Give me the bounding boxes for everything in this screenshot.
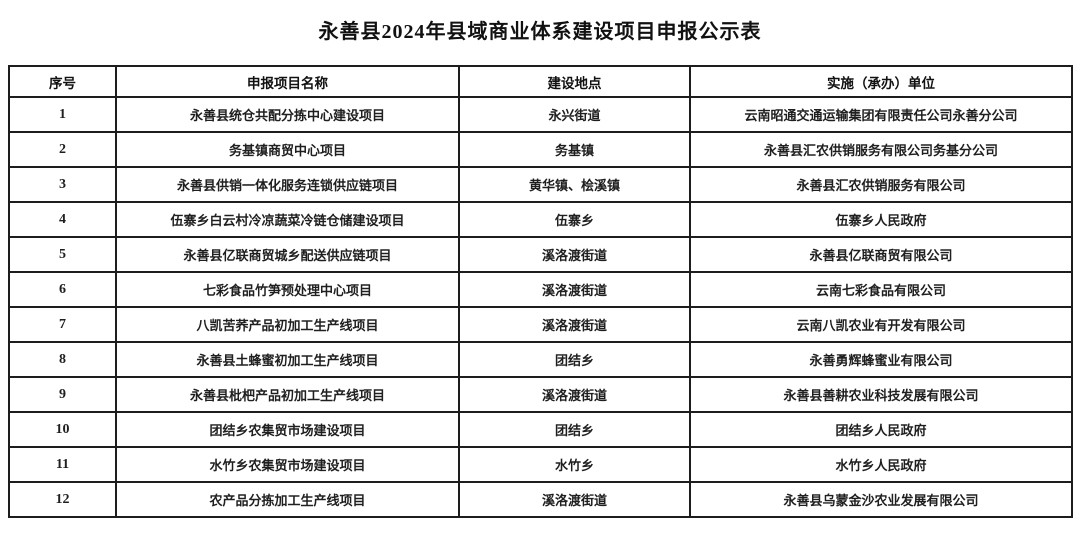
- table-row: 7 八凯苦荞产品初加工生产线项目 溪洛渡街道 云南八凯农业有开发有限公司: [8, 306, 1073, 343]
- cell-location: 伍寨乡: [458, 201, 691, 238]
- cell-location: 永兴街道: [458, 96, 691, 133]
- table-row: 1 永善县统仓共配分拣中心建设项目 永兴街道 云南昭通交通运输集团有限责任公司永善分公…: [8, 96, 1073, 133]
- cell-no: 7: [8, 306, 117, 343]
- header-cell-project: 申报项目名称: [115, 65, 460, 98]
- cell-no: 10: [8, 411, 117, 448]
- table-row: 10 团结乡农集贸市场建设项目 团结乡 团结乡人民政府: [8, 411, 1073, 448]
- cell-no: 8: [8, 341, 117, 378]
- cell-project: 永善县统仓共配分拣中心建设项目: [115, 96, 460, 133]
- header-cell-no: 序号: [8, 65, 117, 98]
- cell-unit: 团结乡人民政府: [689, 411, 1073, 448]
- cell-unit: 水竹乡人民政府: [689, 446, 1073, 483]
- cell-no: 2: [8, 131, 117, 168]
- table-row: 11 水竹乡农集贸市场建设项目 水竹乡 水竹乡人民政府: [8, 446, 1073, 483]
- header-cell-location: 建设地点: [458, 65, 691, 98]
- table-row: 6 七彩食品竹笋预处理中心项目 溪洛渡街道 云南七彩食品有限公司: [8, 271, 1073, 308]
- cell-unit: 永善县乌蒙金沙农业发展有限公司: [689, 481, 1073, 518]
- cell-unit: 云南七彩食品有限公司: [689, 271, 1073, 308]
- cell-location: 溪洛渡街道: [458, 376, 691, 413]
- cell-no: 5: [8, 236, 117, 273]
- table-row: 2 务基镇商贸中心项目 务基镇 永善县汇农供销服务有限公司务基分公司: [8, 131, 1073, 168]
- cell-unit: 云南昭通交通运输集团有限责任公司永善分公司: [689, 96, 1073, 133]
- page-title: 永善县2024年县域商业体系建设项目申报公示表: [318, 21, 762, 43]
- cell-project: 永善县供销一体化服务连锁供应链项目: [115, 166, 460, 203]
- cell-no: 6: [8, 271, 117, 308]
- cell-project: 永善县枇杷产品初加工生产线项目: [115, 376, 460, 413]
- cell-location: 溪洛渡街道: [458, 236, 691, 273]
- cell-location: 团结乡: [458, 341, 691, 378]
- cell-project: 七彩食品竹笋预处理中心项目: [115, 271, 460, 308]
- cell-unit: 云南八凯农业有开发有限公司: [689, 306, 1073, 343]
- table-row: 4 伍寨乡白云村冷凉蔬菜冷链仓储建设项目 伍寨乡 伍寨乡人民政府: [8, 201, 1073, 238]
- cell-location: 水竹乡: [458, 446, 691, 483]
- table-row: 9 永善县枇杷产品初加工生产线项目 溪洛渡街道 永善县善耕农业科技发展有限公司: [8, 376, 1073, 413]
- table-row: 5 永善县亿联商贸城乡配送供应链项目 溪洛渡街道 永善县亿联商贸有限公司: [8, 236, 1073, 273]
- cell-no: 3: [8, 166, 117, 203]
- projects-table: 序号 申报项目名称 建设地点 实施（承办）单位 1 永善县统仓共配分拣中心建设项目…: [8, 65, 1073, 518]
- table-body: 1 永善县统仓共配分拣中心建设项目 永兴街道 云南昭通交通运输集团有限责任公司永善分公…: [8, 96, 1073, 518]
- cell-unit: 永善县汇农供销服务有限公司务基分公司: [689, 131, 1073, 168]
- cell-unit: 永善勇辉蜂蜜业有限公司: [689, 341, 1073, 378]
- cell-location: 溪洛渡街道: [458, 271, 691, 308]
- cell-no: 1: [8, 96, 117, 133]
- cell-location: 团结乡: [458, 411, 691, 448]
- table-row: 8 永善县土蜂蜜初加工生产线项目 团结乡 永善勇辉蜂蜜业有限公司: [8, 341, 1073, 378]
- header-row: 序号 申报项目名称 建设地点 实施（承办）单位: [8, 65, 1073, 98]
- cell-location: 黄华镇、桧溪镇: [458, 166, 691, 203]
- cell-project: 永善县土蜂蜜初加工生产线项目: [115, 341, 460, 378]
- cell-location: 溪洛渡街道: [458, 481, 691, 518]
- cell-unit: 永善县亿联商贸有限公司: [689, 236, 1073, 273]
- cell-no: 12: [8, 481, 117, 518]
- cell-location: 务基镇: [458, 131, 691, 168]
- cell-project: 务基镇商贸中心项目: [115, 131, 460, 168]
- cell-no: 4: [8, 201, 117, 238]
- header-cell-unit: 实施（承办）单位: [689, 65, 1073, 98]
- cell-project: 永善县亿联商贸城乡配送供应链项目: [115, 236, 460, 273]
- cell-project: 八凯苦荞产品初加工生产线项目: [115, 306, 460, 343]
- cell-unit: 伍寨乡人民政府: [689, 201, 1073, 238]
- cell-project: 水竹乡农集贸市场建设项目: [115, 446, 460, 483]
- cell-unit: 永善县善耕农业科技发展有限公司: [689, 376, 1073, 413]
- table-header: 序号 申报项目名称 建设地点 实施（承办）单位: [8, 65, 1073, 98]
- cell-project: 伍寨乡白云村冷凉蔬菜冷链仓储建设项目: [115, 201, 460, 238]
- cell-location: 溪洛渡街道: [458, 306, 691, 343]
- cell-no: 11: [8, 446, 117, 483]
- cell-unit: 永善县汇农供销服务有限公司: [689, 166, 1073, 203]
- cell-project: 团结乡农集贸市场建设项目: [115, 411, 460, 448]
- table-row: 3 永善县供销一体化服务连锁供应链项目 黄华镇、桧溪镇 永善县汇农供销服务有限公司: [8, 166, 1073, 203]
- table-row: 12 农产品分拣加工生产线项目 溪洛渡街道 永善县乌蒙金沙农业发展有限公司: [8, 481, 1073, 518]
- cell-no: 9: [8, 376, 117, 413]
- cell-project: 农产品分拣加工生产线项目: [115, 481, 460, 518]
